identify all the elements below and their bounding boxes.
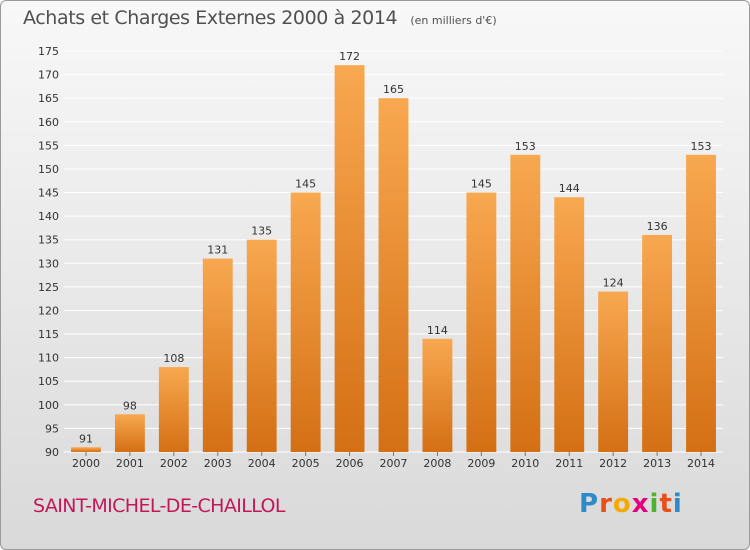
bar — [510, 154, 541, 452]
y-tick-label: 100 — [38, 399, 59, 412]
logo-letter: i — [649, 489, 660, 519]
bar — [114, 414, 145, 452]
x-tick-label: 2012 — [599, 457, 627, 470]
bar-value-label: 145 — [295, 178, 316, 191]
x-tick-label: 2009 — [467, 457, 495, 470]
x-tick-label: 2000 — [72, 457, 100, 470]
bar-value-label: 153 — [691, 140, 712, 153]
x-tick-label: 2013 — [643, 457, 671, 470]
y-tick-label: 160 — [38, 116, 59, 129]
y-tick-label: 135 — [38, 234, 59, 247]
bar — [71, 447, 101, 452]
x-tick-label: 2006 — [336, 457, 364, 470]
bar — [466, 192, 497, 452]
y-tick-label: 95 — [45, 422, 59, 435]
logo-letter: i — [672, 489, 683, 519]
bar — [554, 197, 585, 452]
bar-value-label: 144 — [559, 182, 580, 195]
bar — [202, 258, 233, 452]
x-tick-label: 2008 — [423, 457, 451, 470]
logo-letter: P — [579, 489, 600, 519]
y-tick-label: 115 — [38, 328, 59, 341]
logo-letter: o — [612, 489, 632, 519]
y-tick-label: 130 — [38, 257, 59, 270]
y-tick-label: 145 — [38, 187, 59, 200]
commune-name: SAINT-MICHEL-DE-CHAILLOL — [33, 495, 285, 517]
x-axis: 2000 2001 2002 2003 2004 2005 2006 2007 2008 2009… — [72, 452, 715, 470]
proxiti-logo: Proxiti — [579, 489, 683, 519]
bar-value-label: 135 — [251, 225, 272, 238]
x-tick-label: 2004 — [248, 457, 276, 470]
title-row: Achats et Charges Externes 2000 à 2014 (… — [23, 7, 497, 29]
bar — [290, 192, 321, 452]
bar-value-label: 124 — [603, 277, 624, 290]
x-tick-label: 2014 — [687, 457, 715, 470]
y-tick-label: 175 — [38, 45, 59, 58]
y-tick-label: 110 — [38, 352, 59, 365]
logo-letter: x — [631, 489, 650, 519]
bar — [334, 65, 365, 452]
bar-value-label: 108 — [163, 352, 184, 365]
bar-value-label: 131 — [207, 244, 228, 257]
y-tick-label: 140 — [38, 210, 59, 223]
bar-value-label: 98 — [123, 399, 137, 412]
x-tick-label: 2005 — [292, 457, 320, 470]
bar — [378, 98, 409, 453]
logo-letter: r — [599, 489, 613, 519]
x-tick-label: 2001 — [116, 457, 144, 470]
y-tick-label: 105 — [38, 375, 59, 388]
bar — [686, 154, 716, 452]
bar-value-label: 136 — [647, 220, 668, 233]
bar-value-label: 172 — [339, 50, 360, 63]
bar — [642, 234, 673, 452]
y-axis: 90 95 100 105 110 115 120 125 130 135 140 145 150 155… — [38, 45, 59, 459]
chart-title: Achats et Charges Externes 2000 à 2014 — [23, 7, 398, 29]
x-tick-label: 2002 — [160, 457, 188, 470]
bar-value-label: 145 — [471, 178, 492, 191]
bar — [598, 291, 629, 452]
logo-letter: t — [659, 489, 673, 519]
bar-value-label: 153 — [515, 140, 536, 153]
y-tick-label: 90 — [45, 446, 59, 459]
bar — [422, 338, 453, 452]
y-tick-label: 170 — [38, 69, 59, 82]
chart-unit: (en milliers d'€) — [410, 14, 497, 27]
x-tick-label: 2011 — [555, 457, 583, 470]
y-tick-label: 120 — [38, 304, 59, 317]
bars — [71, 65, 716, 453]
y-tick-label: 150 — [38, 163, 59, 176]
x-tick-label: 2007 — [380, 457, 408, 470]
x-tick-label: 2010 — [511, 457, 539, 470]
x-tick-label: 2003 — [204, 457, 232, 470]
bar-value-label: 165 — [383, 83, 404, 96]
y-tick-label: 155 — [38, 139, 59, 152]
bar — [158, 367, 189, 452]
bar — [246, 239, 277, 452]
bar-value-label: 91 — [79, 432, 93, 445]
value-labels: 91 98 108 131 135 145 172 165 114 145 153 144 124 136… — [79, 50, 712, 445]
y-tick-label: 125 — [38, 281, 59, 294]
bar-value-label: 114 — [427, 324, 448, 337]
y-tick-label: 165 — [38, 92, 59, 105]
